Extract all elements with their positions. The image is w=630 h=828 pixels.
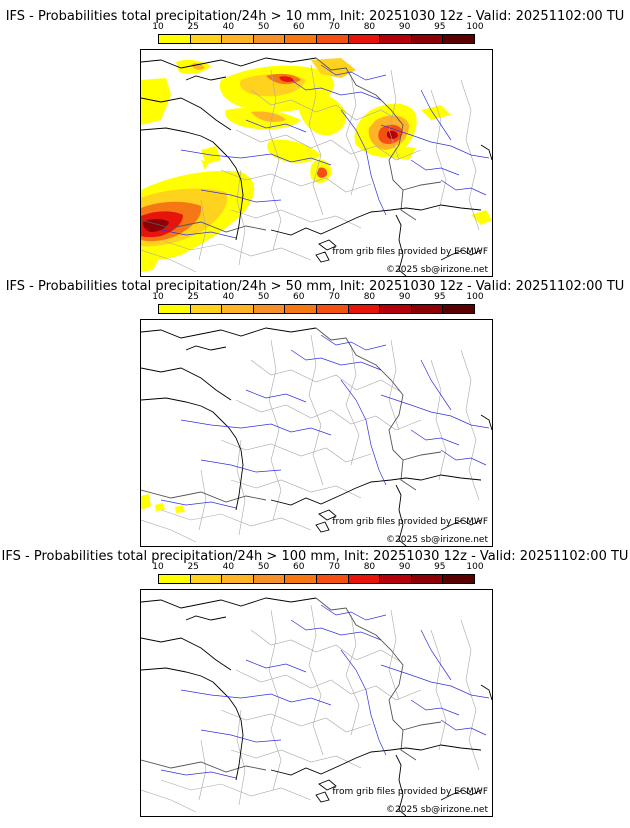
tick-label: 70 — [328, 562, 340, 572]
copyright-credit: ©2025 sb@irizone.net — [386, 265, 488, 275]
tick-label: 80 — [363, 22, 376, 32]
tick-label: 95 — [434, 22, 446, 32]
probability-map: from grib files provided by ECMWF ©2025 … — [140, 319, 493, 547]
colorbar-ticks: 10 25 40 50 60 70 80 90 95 100 — [152, 22, 483, 34]
panel-title: IFS - Probabilities total precipitation/… — [5, 279, 625, 294]
colorbar-segment — [222, 575, 254, 583]
colorbar-segment — [380, 35, 412, 43]
colorbar-segment — [316, 305, 349, 313]
data-source-credit: from grib files provided by ECMWF — [332, 787, 488, 797]
colorbar — [158, 304, 475, 314]
tick-label: 60 — [293, 22, 305, 32]
panel-50mm: IFS - Probabilities total precipitation/… — [0, 270, 630, 547]
colorbar-segment — [190, 575, 223, 583]
tick-label: 10 — [152, 562, 164, 572]
tick-label: 95 — [434, 292, 446, 302]
map-canvas — [141, 597, 492, 816]
colorbar-segment — [380, 575, 412, 583]
copyright-credit: ©2025 sb@irizone.net — [386, 535, 488, 545]
colorbar-segment — [222, 305, 254, 313]
colorbar-segment — [443, 305, 474, 313]
tick-label: 100 — [466, 22, 484, 32]
colorbar-ticks: 10 25 40 50 60 70 80 90 95 100 — [152, 562, 483, 574]
tick-label: 100 — [466, 562, 484, 572]
colorbar-segment — [411, 305, 444, 313]
panel-100mm: IFS - Probabilities total precipitation/… — [0, 540, 630, 817]
tick-label: 90 — [398, 292, 411, 302]
tick-label: 40 — [222, 22, 235, 32]
colorbar-segment — [159, 305, 191, 313]
tick-label: 25 — [187, 562, 199, 572]
colorbar-ticks: 10 25 40 50 60 70 80 90 95 100 — [152, 292, 483, 304]
tick-label: 40 — [222, 562, 235, 572]
colorbar-segment — [253, 575, 286, 583]
colorbar-segment — [348, 575, 381, 583]
colorbar-segment — [348, 305, 381, 313]
colorbar-segment — [222, 35, 254, 43]
colorbar-segment — [285, 575, 317, 583]
colorbar-segment — [285, 305, 317, 313]
map-canvas — [141, 327, 492, 546]
tick-label: 50 — [257, 562, 270, 572]
tick-label: 60 — [293, 292, 305, 302]
colorbar-segment — [159, 35, 191, 43]
probability-map: from grib files provided by ECMWF ©2025 … — [140, 589, 493, 817]
colorbar-segment — [190, 35, 223, 43]
colorbar-segment — [316, 575, 349, 583]
colorbar — [158, 34, 475, 44]
tick-label: 80 — [363, 562, 376, 572]
panel-10mm: IFS - Probabilities total precipitation/… — [0, 0, 630, 277]
tick-label: 25 — [187, 22, 199, 32]
colorbar-segment — [443, 575, 474, 583]
tick-label: 90 — [398, 562, 411, 572]
colorbar-segment — [190, 305, 223, 313]
data-source-credit: from grib files provided by ECMWF — [332, 247, 488, 257]
colorbar-segment — [253, 35, 286, 43]
tick-label: 95 — [434, 562, 446, 572]
colorbar-segment — [443, 35, 474, 43]
map-canvas — [141, 57, 492, 276]
tick-label: 80 — [363, 292, 376, 302]
colorbar-segment — [411, 575, 444, 583]
colorbar-segment — [411, 35, 444, 43]
tick-label: 90 — [398, 22, 411, 32]
colorbar-segment — [380, 305, 412, 313]
colorbar — [158, 574, 475, 584]
tick-label: 25 — [187, 292, 199, 302]
probability-map: from grib files provided by ECMWF ©2025 … — [140, 49, 493, 277]
colorbar-segment — [159, 575, 191, 583]
panel-title: IFS - Probabilities total precipitation/… — [5, 9, 625, 24]
tick-label: 50 — [257, 22, 270, 32]
copyright-credit: ©2025 sb@irizone.net — [386, 805, 488, 815]
colorbar-segment — [253, 305, 286, 313]
colorbar-segment — [285, 35, 317, 43]
tick-label: 10 — [152, 22, 164, 32]
colorbar-segment — [316, 35, 349, 43]
precip-shading — [141, 58, 492, 272]
tick-label: 40 — [222, 292, 235, 302]
precip-shading — [141, 494, 185, 513]
tick-label: 100 — [466, 292, 484, 302]
tick-label: 60 — [293, 562, 305, 572]
tick-label: 70 — [328, 22, 340, 32]
tick-label: 70 — [328, 292, 340, 302]
colorbar-segment — [348, 35, 381, 43]
panel-title: IFS - Probabilities total precipitation/… — [1, 549, 629, 564]
data-source-credit: from grib files provided by ECMWF — [332, 517, 488, 527]
tick-label: 10 — [152, 292, 164, 302]
tick-label: 50 — [257, 292, 270, 302]
